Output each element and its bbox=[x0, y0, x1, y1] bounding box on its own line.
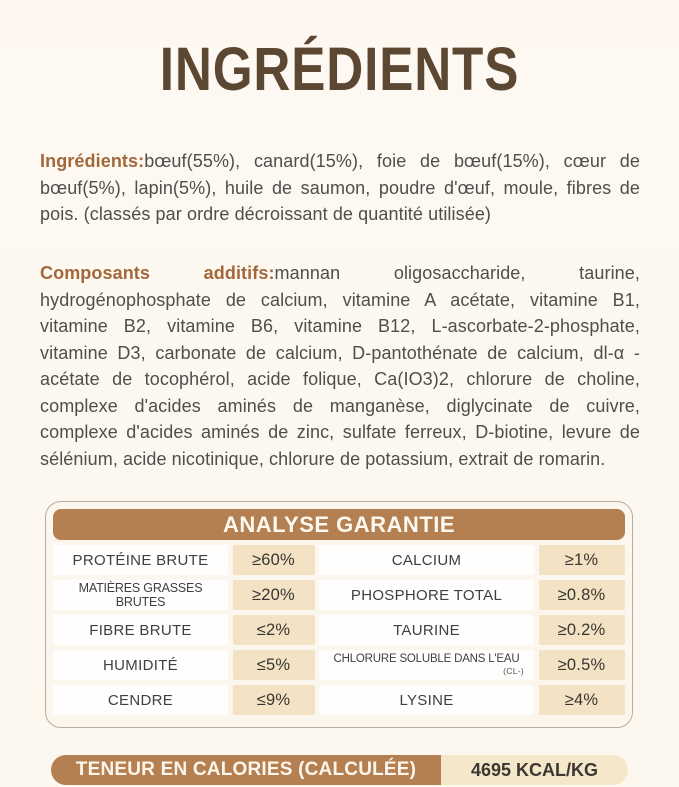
analysis-value-fibre-brute: ≤2% bbox=[232, 615, 315, 645]
analysis-title: ANALYSE GARANTIE bbox=[53, 509, 625, 540]
analysis-label-proteine-brute: PROTÉINE BRUTE bbox=[53, 545, 228, 575]
analysis-value-phosphore-total: ≥0.8% bbox=[538, 580, 625, 610]
analysis-label-chlorure-main: CHLORURE SOLUBLE DANS L'EAU bbox=[333, 653, 520, 665]
calorie-label: TENEUR EN CALORIES (CALCULÉE) bbox=[51, 755, 441, 785]
additives-paragraph: Composants additifs:mannan oligosacchari… bbox=[40, 260, 640, 472]
ingredients-text: bœuf(55%), canard(15%), foie de bœuf(15%… bbox=[40, 151, 640, 224]
ingredients-label: Ingrédients: bbox=[40, 151, 145, 171]
analysis-label-cendre: CENDRE bbox=[53, 685, 228, 715]
calorie-bar: TENEUR EN CALORIES (CALCULÉE) 4695 KCAL/… bbox=[51, 755, 628, 785]
analysis-label-chlorure-sub: (CL-) bbox=[503, 666, 524, 676]
analysis-value-cendre: ≤9% bbox=[232, 685, 315, 715]
analysis-label-calcium: CALCIUM bbox=[319, 545, 534, 575]
analysis-label-taurine: TAURINE bbox=[319, 615, 534, 645]
page-title: INGRÉDIENTS bbox=[159, 35, 520, 103]
analysis-label-matieres-grasses: MATIÈRES GRASSES BRUTES bbox=[53, 580, 228, 610]
analysis-label-lysine: LYSINE bbox=[319, 685, 534, 715]
analysis-value-humidite: ≤5% bbox=[232, 650, 315, 680]
additives-label: Composants additifs: bbox=[40, 263, 275, 283]
guaranteed-analysis-panel: ANALYSE GARANTIE PROTÉINE BRUTE ≥60% CAL… bbox=[45, 501, 633, 728]
analysis-value-lysine: ≥4% bbox=[538, 685, 625, 715]
analysis-label-phosphore-total: PHOSPHORE TOTAL bbox=[319, 580, 534, 610]
analysis-value-matieres-grasses: ≥20% bbox=[232, 580, 315, 610]
analysis-value-taurine: ≥0.2% bbox=[538, 615, 625, 645]
analysis-label-humidite: HUMIDITÉ bbox=[53, 650, 228, 680]
analysis-table: PROTÉINE BRUTE ≥60% CALCIUM ≥1% MATIÈRES… bbox=[53, 545, 625, 715]
analysis-label-fibre-brute: FIBRE BRUTE bbox=[53, 615, 228, 645]
analysis-value-proteine-brute: ≥60% bbox=[232, 545, 315, 575]
calorie-value: 4695 KCAL/KG bbox=[441, 755, 628, 785]
additives-text: mannan oligosaccharide, taurine, hydrogé… bbox=[40, 263, 640, 469]
analysis-value-chlorure-soluble: ≥0.5% bbox=[538, 650, 625, 680]
analysis-value-calcium: ≥1% bbox=[538, 545, 625, 575]
analysis-label-chlorure-soluble: CHLORURE SOLUBLE DANS L'EAU (CL-) bbox=[319, 650, 534, 680]
ingredients-paragraph: Ingrédients:bœuf(55%), canard(15%), foie… bbox=[40, 148, 640, 228]
